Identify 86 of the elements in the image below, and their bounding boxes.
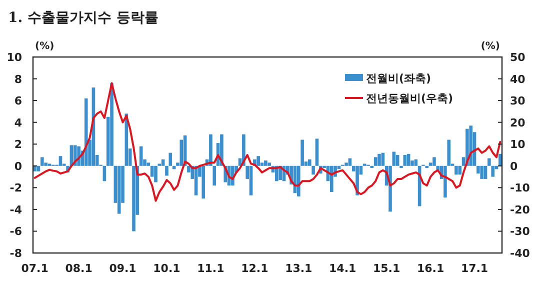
bar (315, 138, 319, 166)
bar (484, 166, 488, 179)
x-tick-label: 12.1 (241, 262, 268, 275)
y-tick-label: -8 (10, 247, 22, 260)
legend-label: 전년동월비(우축) (366, 92, 454, 105)
x-tick-label: 09.1 (109, 262, 136, 275)
bar (139, 146, 143, 166)
bar (40, 157, 44, 166)
bar (308, 159, 312, 166)
bar (154, 166, 158, 182)
chart-title: 1. 수출물가지수 등락률 (8, 10, 158, 26)
bar (378, 154, 381, 166)
bar (488, 158, 491, 166)
bar (330, 166, 334, 192)
bar (36, 166, 40, 172)
bar (432, 157, 436, 166)
bar (400, 166, 403, 168)
y2-tick-label: 30 (510, 94, 526, 108)
bar (84, 98, 88, 166)
bar (392, 152, 396, 166)
y-axis-title: (%) (35, 41, 54, 52)
line-series (34, 82, 502, 202)
y2-tick-label: -10 (510, 182, 530, 195)
x-tick-label: 13.1 (285, 262, 312, 275)
bar (414, 159, 418, 166)
y2-tick-label: 40 (510, 72, 526, 86)
bar (264, 160, 268, 166)
legend-label: 전월비(좌축) (366, 72, 432, 85)
bar (406, 154, 410, 166)
bar (202, 166, 206, 199)
bar (296, 166, 300, 196)
bar (165, 166, 168, 176)
y-tick-label: -6 (10, 225, 22, 238)
y-tick-label: -2 (10, 182, 22, 195)
y-tick-label: 2 (14, 138, 22, 152)
y-tick-label: 6 (14, 94, 22, 108)
x-tick-label: 07.1 (21, 262, 48, 275)
y-tick-label: 8 (14, 72, 22, 86)
y-tick-label: 10 (6, 51, 22, 64)
x-tick-label: 11.1 (197, 262, 224, 275)
bar (344, 162, 348, 166)
y-tick-label: 0 (14, 160, 22, 173)
x-tick-label: 17.1 (460, 262, 488, 275)
bar (161, 159, 165, 166)
x-tick-label: 14.1 (329, 262, 356, 275)
bar (249, 166, 253, 196)
y2-tick-label: -30 (510, 225, 530, 238)
bar (491, 166, 494, 177)
bar (300, 140, 304, 166)
y2-tick-label: 50 (510, 51, 526, 64)
bar (396, 155, 400, 166)
bar (58, 156, 62, 166)
bar (110, 83, 114, 166)
bar (256, 156, 260, 166)
bar (268, 162, 271, 166)
bar (102, 166, 106, 182)
bar (444, 166, 447, 198)
bar (209, 134, 212, 166)
x-tick-label: 16.1 (416, 262, 444, 275)
bar (312, 166, 315, 175)
y-tick-label: -4 (10, 203, 22, 216)
bar (381, 152, 385, 166)
y2-axis-title: (%) (480, 41, 500, 52)
y2-tick-label: 0 (510, 160, 518, 173)
bar (454, 166, 458, 175)
bar (132, 166, 136, 232)
y-tick-label: 4 (14, 116, 22, 130)
bar (480, 166, 484, 179)
y2-tick-label: -20 (510, 203, 530, 216)
bar (403, 155, 407, 166)
x-tick-label: 08.1 (65, 262, 92, 275)
y2-tick-label: 10 (510, 138, 526, 152)
bar (425, 166, 429, 168)
bar (168, 152, 172, 166)
bar (447, 140, 451, 166)
bar (458, 166, 462, 175)
y2-tick-label: 20 (510, 116, 526, 130)
bar (180, 140, 184, 166)
bar (146, 162, 150, 166)
bar (469, 126, 473, 166)
bar (117, 166, 121, 214)
bar (212, 166, 216, 186)
x-tick-label: 10.1 (153, 262, 180, 275)
x-tick-label: 15.1 (373, 262, 400, 275)
bar (374, 157, 378, 166)
y2-tick-label: -40 (510, 247, 530, 260)
